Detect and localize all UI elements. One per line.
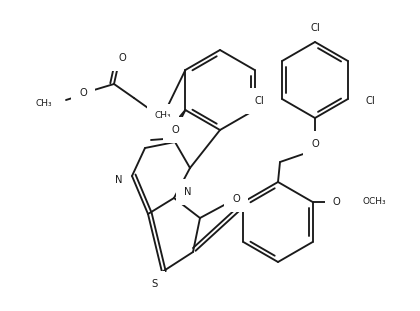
Text: CH₃: CH₃	[35, 100, 52, 109]
Text: O: O	[333, 197, 340, 207]
Text: CH₃: CH₃	[155, 112, 171, 120]
Text: S: S	[151, 279, 157, 289]
Text: N: N	[115, 175, 122, 185]
Text: Cl: Cl	[366, 96, 375, 106]
Text: Cl: Cl	[255, 96, 264, 106]
Text: O: O	[118, 53, 126, 63]
Text: Cl: Cl	[310, 23, 320, 33]
Text: OCH₃: OCH₃	[362, 197, 386, 207]
Text: O: O	[171, 125, 179, 135]
Text: O: O	[79, 88, 87, 98]
Text: O: O	[232, 194, 240, 204]
Text: O: O	[311, 139, 319, 149]
Text: N: N	[184, 187, 192, 197]
